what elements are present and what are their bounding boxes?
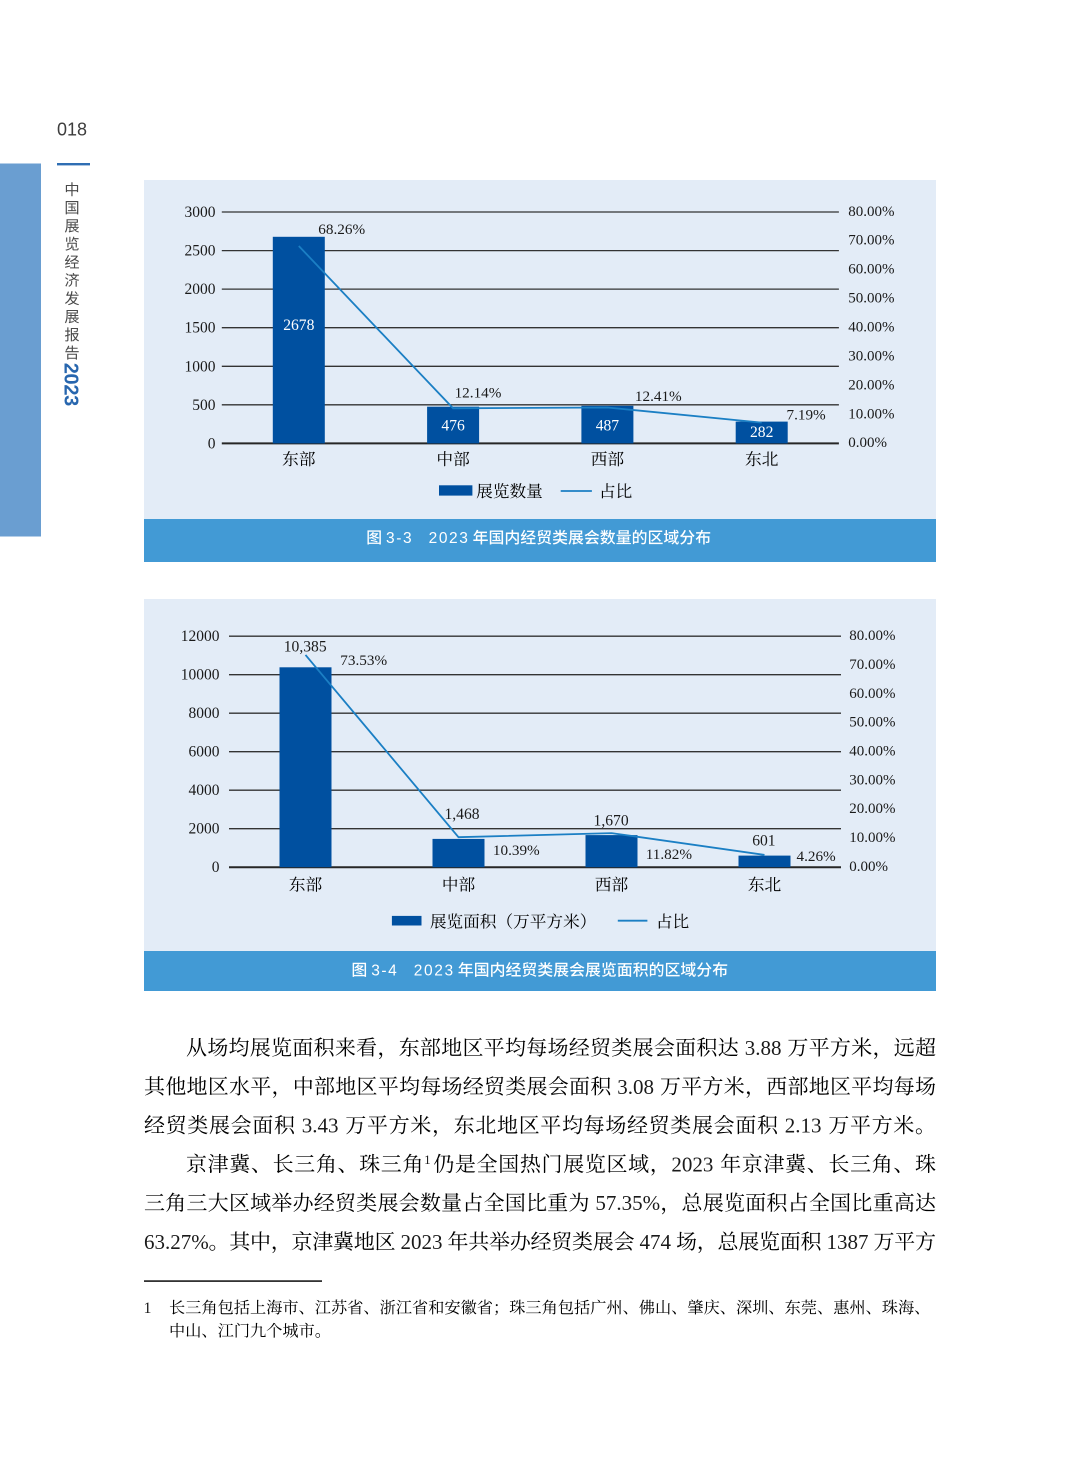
svg-text:60.00%: 60.00% <box>849 686 895 702</box>
svg-text:70.00%: 70.00% <box>848 233 894 249</box>
svg-text:30.00%: 30.00% <box>849 772 895 788</box>
svg-text:476: 476 <box>441 418 465 435</box>
svg-text:10.00%: 10.00% <box>849 830 895 846</box>
svg-text:0: 0 <box>208 435 216 452</box>
svg-text:8000: 8000 <box>189 705 220 722</box>
svg-text:10000: 10000 <box>181 667 220 684</box>
svg-text:50.00%: 50.00% <box>848 291 894 307</box>
svg-text:68.26%: 68.26% <box>318 221 365 238</box>
svg-text:20.00%: 20.00% <box>849 801 895 817</box>
svg-text:20.00%: 20.00% <box>848 377 894 393</box>
svg-text:3000: 3000 <box>185 204 216 221</box>
svg-text:0.00%: 0.00% <box>848 435 887 451</box>
svg-text:12.41%: 12.41% <box>635 388 682 405</box>
svg-text:2678: 2678 <box>283 317 314 334</box>
svg-text:0.00%: 0.00% <box>849 859 888 875</box>
svg-text:7.19%: 7.19% <box>786 406 826 423</box>
svg-text:3.88: 3.88 <box>745 1036 782 1060</box>
svg-text:3.08: 3.08 <box>617 1075 654 1099</box>
svg-text:0: 0 <box>212 859 220 876</box>
svg-text:2023: 2023 <box>671 1152 713 1176</box>
svg-text:3-4: 3-4 <box>371 963 398 980</box>
svg-text:601: 601 <box>752 832 775 849</box>
svg-text:1500: 1500 <box>185 320 216 337</box>
svg-text:57.35%: 57.35% <box>595 1191 660 1215</box>
svg-text:73.53%: 73.53% <box>340 652 387 669</box>
svg-text:2.13: 2.13 <box>785 1114 822 1138</box>
svg-text:3-3: 3-3 <box>386 530 413 547</box>
svg-text:30.00%: 30.00% <box>848 348 894 364</box>
svg-text:282: 282 <box>750 424 773 441</box>
svg-text:40.00%: 40.00% <box>849 744 895 760</box>
svg-text:70.00%: 70.00% <box>849 657 895 673</box>
svg-text:60.00%: 60.00% <box>848 262 894 278</box>
svg-text:2023: 2023 <box>401 1230 443 1254</box>
svg-text:10,385: 10,385 <box>284 638 327 655</box>
svg-text:12.14%: 12.14% <box>455 385 502 402</box>
svg-text:2023: 2023 <box>414 963 455 980</box>
svg-text:2023: 2023 <box>429 530 470 547</box>
svg-text:3.43: 3.43 <box>302 1114 339 1138</box>
svg-text:474: 474 <box>640 1230 672 1254</box>
svg-text:6000: 6000 <box>189 744 220 761</box>
svg-text:80.00%: 80.00% <box>848 204 894 220</box>
svg-text:1000: 1000 <box>185 358 216 375</box>
svg-text:1,670: 1,670 <box>594 812 629 829</box>
svg-text:63.27%: 63.27% <box>144 1230 209 1254</box>
svg-text:1: 1 <box>144 1300 152 1317</box>
svg-text:2000: 2000 <box>185 281 216 298</box>
svg-text:2500: 2500 <box>185 243 216 260</box>
svg-text:1: 1 <box>424 1152 431 1167</box>
svg-text:10.00%: 10.00% <box>848 406 894 422</box>
svg-text:80.00%: 80.00% <box>849 628 895 644</box>
svg-text:2023: 2023 <box>60 363 82 406</box>
svg-text:40.00%: 40.00% <box>848 320 894 336</box>
svg-text:11.82%: 11.82% <box>646 846 693 863</box>
svg-text:2000: 2000 <box>189 821 220 838</box>
svg-text:4.26%: 4.26% <box>796 848 836 865</box>
svg-text:50.00%: 50.00% <box>849 715 895 731</box>
svg-text:12000: 12000 <box>181 628 220 645</box>
svg-text:4000: 4000 <box>189 782 220 799</box>
svg-text:1,468: 1,468 <box>444 806 479 823</box>
svg-text:10.39%: 10.39% <box>493 842 540 859</box>
svg-text:487: 487 <box>596 418 620 435</box>
svg-text:1387: 1387 <box>827 1230 869 1254</box>
svg-text:500: 500 <box>192 397 216 414</box>
svg-text:018: 018 <box>57 120 87 140</box>
